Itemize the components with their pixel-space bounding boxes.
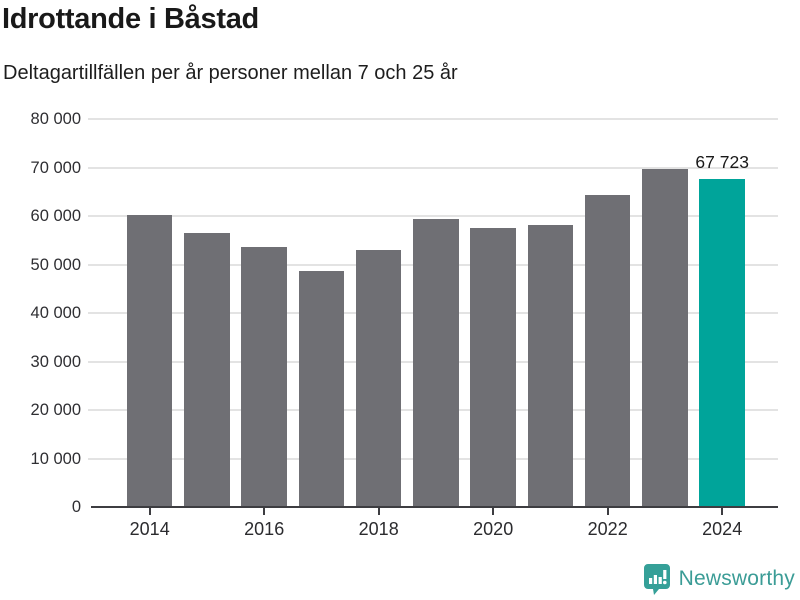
y-tick-label: 80 000: [30, 110, 81, 128]
x-tick-2020: [492, 508, 495, 515]
bar-2021: [527, 225, 574, 507]
brand-footer: Newsworthy: [641, 561, 795, 597]
bar-2018: [355, 250, 402, 507]
x-axis-line: [91, 506, 778, 508]
x-tick-2018: [377, 508, 380, 515]
bar-2022: [584, 195, 631, 507]
x-tick-2014: [148, 508, 151, 515]
y-tick-label: 10 000: [30, 449, 81, 468]
x-tick-label-2016: 2016: [244, 519, 285, 539]
gridline-60000: [88, 215, 778, 217]
bar-2019: [413, 218, 459, 507]
y-tick-label: 70 000: [30, 158, 81, 177]
y-tick-label: 60 000: [30, 207, 81, 225]
bar-2017: [298, 270, 345, 507]
bar-2015: [184, 232, 230, 507]
bar-2014: [126, 215, 173, 507]
brand-name: Newsworthy: [678, 567, 795, 590]
chart-subtitle: Deltagartillfällen per år personer mella…: [3, 62, 458, 84]
y-tick-label: 30 000: [30, 352, 81, 371]
chart-title: Idrottande i Båstad: [2, 3, 259, 35]
x-tick-label-2018: 2018: [358, 519, 399, 539]
x-tick-label-2014: 2014: [129, 519, 170, 539]
x-tick-label-2024: 2024: [702, 519, 743, 539]
bar-chart: 0 10 000 20 000 30 000 40 000 50 000 60 000 70 …: [30, 110, 778, 539]
newsworthy-logo-icon: [643, 564, 670, 595]
y-tick-label: 20 000: [30, 401, 81, 419]
y-tick-label: 0: [71, 498, 81, 516]
gridline-70000: [88, 166, 778, 169]
bar-2023: [642, 169, 688, 507]
x-tick-2024: [721, 508, 724, 515]
value-label-2024: 67 723: [695, 151, 749, 172]
y-tick-label: 50 000: [30, 255, 81, 274]
y-tick-label: 40 000: [30, 304, 81, 322]
bar-2016: [241, 246, 287, 507]
x-tick-2022: [606, 508, 609, 515]
x-tick-2016: [263, 508, 266, 515]
bar-2024: [699, 178, 745, 507]
gridline-80000: [88, 118, 778, 120]
bar-2020: [470, 227, 516, 507]
x-tick-label-2022: 2022: [587, 519, 628, 539]
x-tick-label-2020: 2020: [473, 519, 514, 539]
